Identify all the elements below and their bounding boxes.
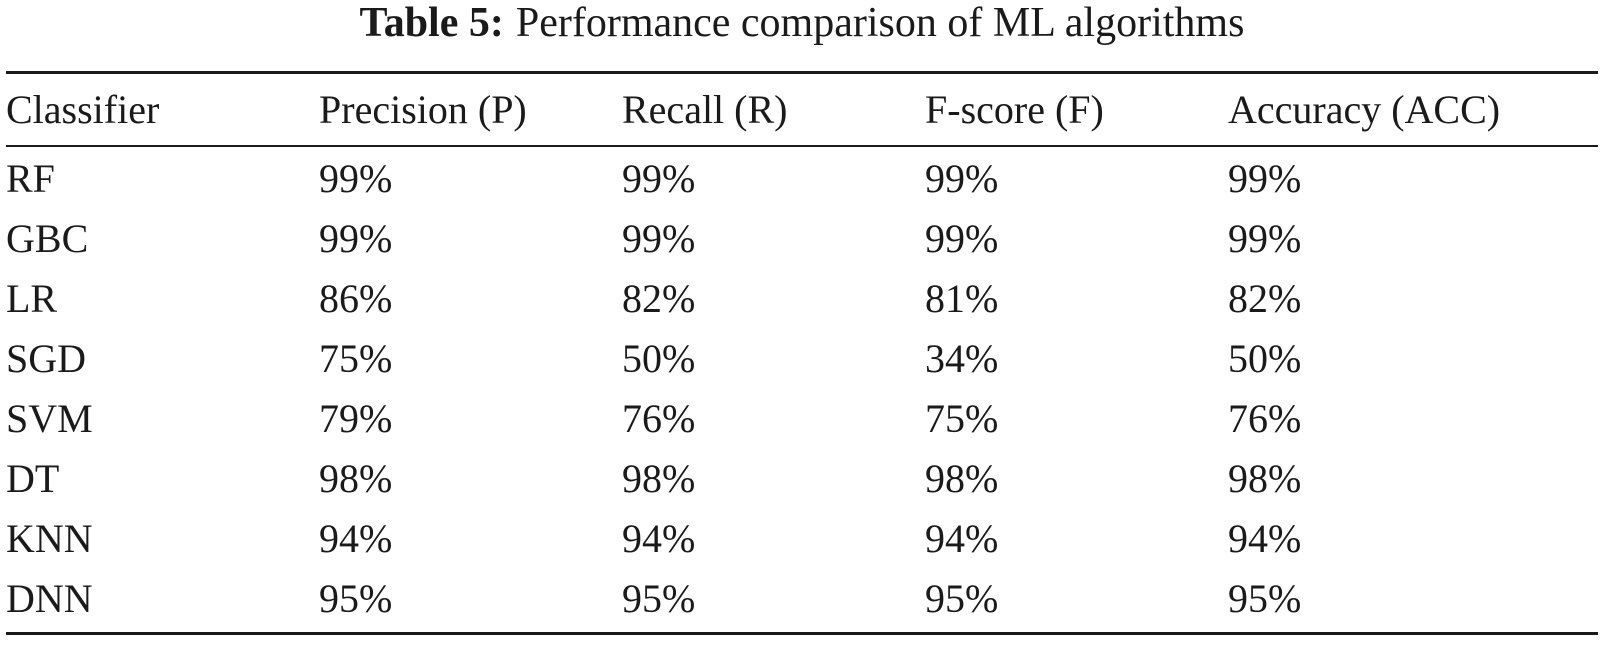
recall-cell: 98%: [622, 456, 696, 501]
column-header-recall: Recall (R): [622, 87, 788, 132]
f-score-cell: 99%: [925, 156, 999, 201]
accuracy-cell: 99%: [1228, 216, 1302, 261]
classifier-cell: DT: [6, 456, 60, 501]
recall-cell: 82%: [622, 276, 696, 321]
recall-cell: 95%: [622, 576, 696, 621]
precision-cell: 99%: [319, 216, 393, 261]
precision-cell: 98%: [319, 456, 393, 501]
table-row: DNN 95% 95% 95% 95%: [6, 569, 1598, 629]
accuracy-cell: 98%: [1228, 456, 1302, 501]
table-row: SGD 75% 50% 34% 50%: [6, 329, 1598, 389]
table-row: LR 86% 82% 81% 82%: [6, 269, 1598, 329]
precision-cell: 95%: [319, 576, 393, 621]
precision-cell: 86%: [319, 276, 393, 321]
recall-cell: 99%: [622, 216, 696, 261]
f-score-cell: 99%: [925, 216, 999, 261]
recall-cell: 94%: [622, 516, 696, 561]
performance-table: Classifier Precision (P) Recall (R) F-sc…: [6, 74, 1598, 629]
header-row: Classifier Precision (P) Recall (R) F-sc…: [6, 74, 1598, 145]
accuracy-cell: 50%: [1228, 336, 1302, 381]
precision-cell: 94%: [319, 516, 393, 561]
f-score-cell: 34%: [925, 336, 999, 381]
classifier-cell: SGD: [6, 336, 87, 381]
f-score-cell: 95%: [925, 576, 999, 621]
classifier-cell: KNN: [6, 516, 93, 561]
table-top-rule: [6, 71, 1598, 74]
precision-cell: 75%: [319, 336, 393, 381]
column-header-accuracy: Accuracy (ACC): [1228, 87, 1501, 132]
accuracy-cell: 94%: [1228, 516, 1302, 561]
f-score-cell: 81%: [925, 276, 999, 321]
f-score-cell: 75%: [925, 396, 999, 441]
column-header-f-score: F-score (F): [925, 87, 1104, 132]
precision-cell: 99%: [319, 156, 393, 201]
table-row: RF 99% 99% 99% 99%: [6, 145, 1598, 209]
recall-cell: 50%: [622, 336, 696, 381]
accuracy-cell: 82%: [1228, 276, 1302, 321]
table-header: Classifier Precision (P) Recall (R) F-sc…: [6, 74, 1598, 145]
column-header-classifier: Classifier: [6, 87, 160, 132]
table-header-rule: [6, 145, 1598, 147]
accuracy-cell: 76%: [1228, 396, 1302, 441]
accuracy-cell: 99%: [1228, 156, 1302, 201]
classifier-cell: LR: [6, 276, 58, 321]
table-row: KNN 94% 94% 94% 94%: [6, 509, 1598, 569]
table-body: RF 99% 99% 99% 99% GBC 99% 99% 99% 99% L…: [6, 145, 1598, 629]
table-caption-label: Table 5:: [359, 0, 504, 46]
table-row: DT 98% 98% 98% 98%: [6, 449, 1598, 509]
table-caption: Table 5: Performance comparison of ML alg…: [0, 0, 1604, 46]
table-bottom-rule: [6, 632, 1598, 635]
classifier-cell: SVM: [6, 396, 93, 441]
f-score-cell: 94%: [925, 516, 999, 561]
classifier-cell: DNN: [6, 576, 93, 621]
table-row: GBC 99% 99% 99% 99%: [6, 209, 1598, 269]
f-score-cell: 98%: [925, 456, 999, 501]
table-caption-text: Performance comparison of ML algorithms: [515, 0, 1245, 46]
recall-cell: 99%: [622, 156, 696, 201]
recall-cell: 76%: [622, 396, 696, 441]
precision-cell: 79%: [319, 396, 393, 441]
table-row: SVM 79% 76% 75% 76%: [6, 389, 1598, 449]
classifier-cell: RF: [6, 156, 55, 201]
classifier-cell: GBC: [6, 216, 89, 261]
accuracy-cell: 95%: [1228, 576, 1302, 621]
column-header-precision: Precision (P): [319, 87, 527, 132]
